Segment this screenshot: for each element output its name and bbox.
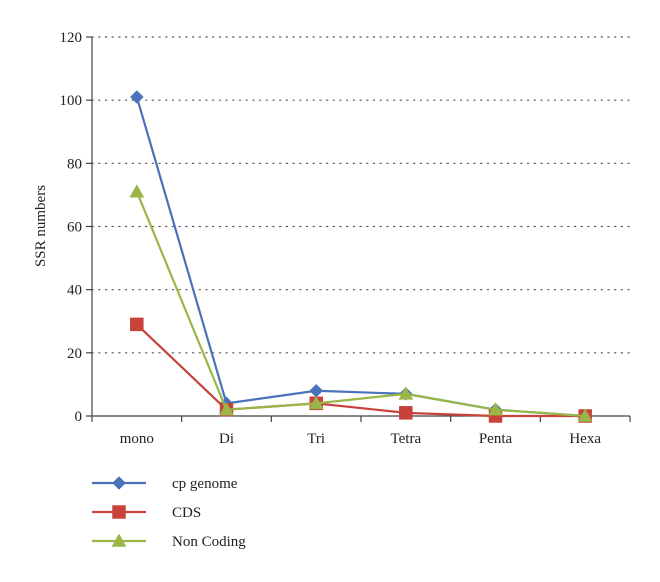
legend: cp genome CDS Non Coding bbox=[92, 476, 246, 550]
y-tick-label: 80 bbox=[67, 156, 82, 172]
data-point bbox=[488, 402, 503, 416]
series bbox=[129, 90, 593, 423]
legend-marker bbox=[111, 533, 127, 547]
y-tick-label: 100 bbox=[60, 93, 83, 109]
x-tick-label: mono bbox=[120, 431, 154, 447]
series-non-coding bbox=[129, 184, 593, 422]
x-tick-label: Penta bbox=[479, 431, 513, 447]
legend-label: cp genome bbox=[172, 476, 238, 492]
series-line bbox=[135, 191, 586, 418]
data-point bbox=[308, 395, 324, 410]
y-tick-labels: 0 20 40 60 80 100 120 bbox=[60, 30, 83, 425]
data-point bbox=[129, 184, 145, 198]
y-tick-label: 20 bbox=[67, 346, 82, 362]
x-tick-label: Di bbox=[219, 431, 234, 447]
y-tick-label: 40 bbox=[67, 283, 82, 299]
data-point bbox=[130, 317, 144, 332]
series-cp-genome bbox=[129, 90, 593, 423]
data-point bbox=[219, 402, 234, 416]
data-point bbox=[129, 90, 144, 104]
data-point bbox=[398, 386, 414, 400]
y-tick-label: 0 bbox=[75, 409, 83, 425]
x-tick-labels: mono Di Tri Tetra Penta Hexa bbox=[91, 416, 631, 447]
legend-marker bbox=[112, 476, 126, 490]
legend-label: CDS bbox=[172, 505, 201, 521]
series-cds bbox=[130, 317, 592, 423]
series-line bbox=[136, 323, 586, 418]
x-tick-label: Tri bbox=[307, 431, 325, 447]
data-point bbox=[309, 383, 324, 398]
legend-item: cp genome bbox=[92, 476, 238, 492]
legend-label: Non Coding bbox=[172, 534, 246, 550]
x-tick-label: Tetra bbox=[391, 431, 422, 447]
y-tick-label: 60 bbox=[67, 220, 82, 236]
series-line bbox=[135, 96, 586, 418]
legend-item: Non Coding bbox=[92, 533, 246, 550]
gridlines bbox=[86, 36, 631, 417]
legend-item: CDS bbox=[92, 505, 201, 521]
y-tick-label: 120 bbox=[60, 30, 83, 46]
y-axis-title: SSR numbers bbox=[33, 185, 49, 267]
x-tick-label: Hexa bbox=[569, 431, 601, 447]
data-point bbox=[577, 408, 593, 422]
data-point bbox=[399, 406, 413, 420]
legend-marker bbox=[112, 505, 126, 519]
